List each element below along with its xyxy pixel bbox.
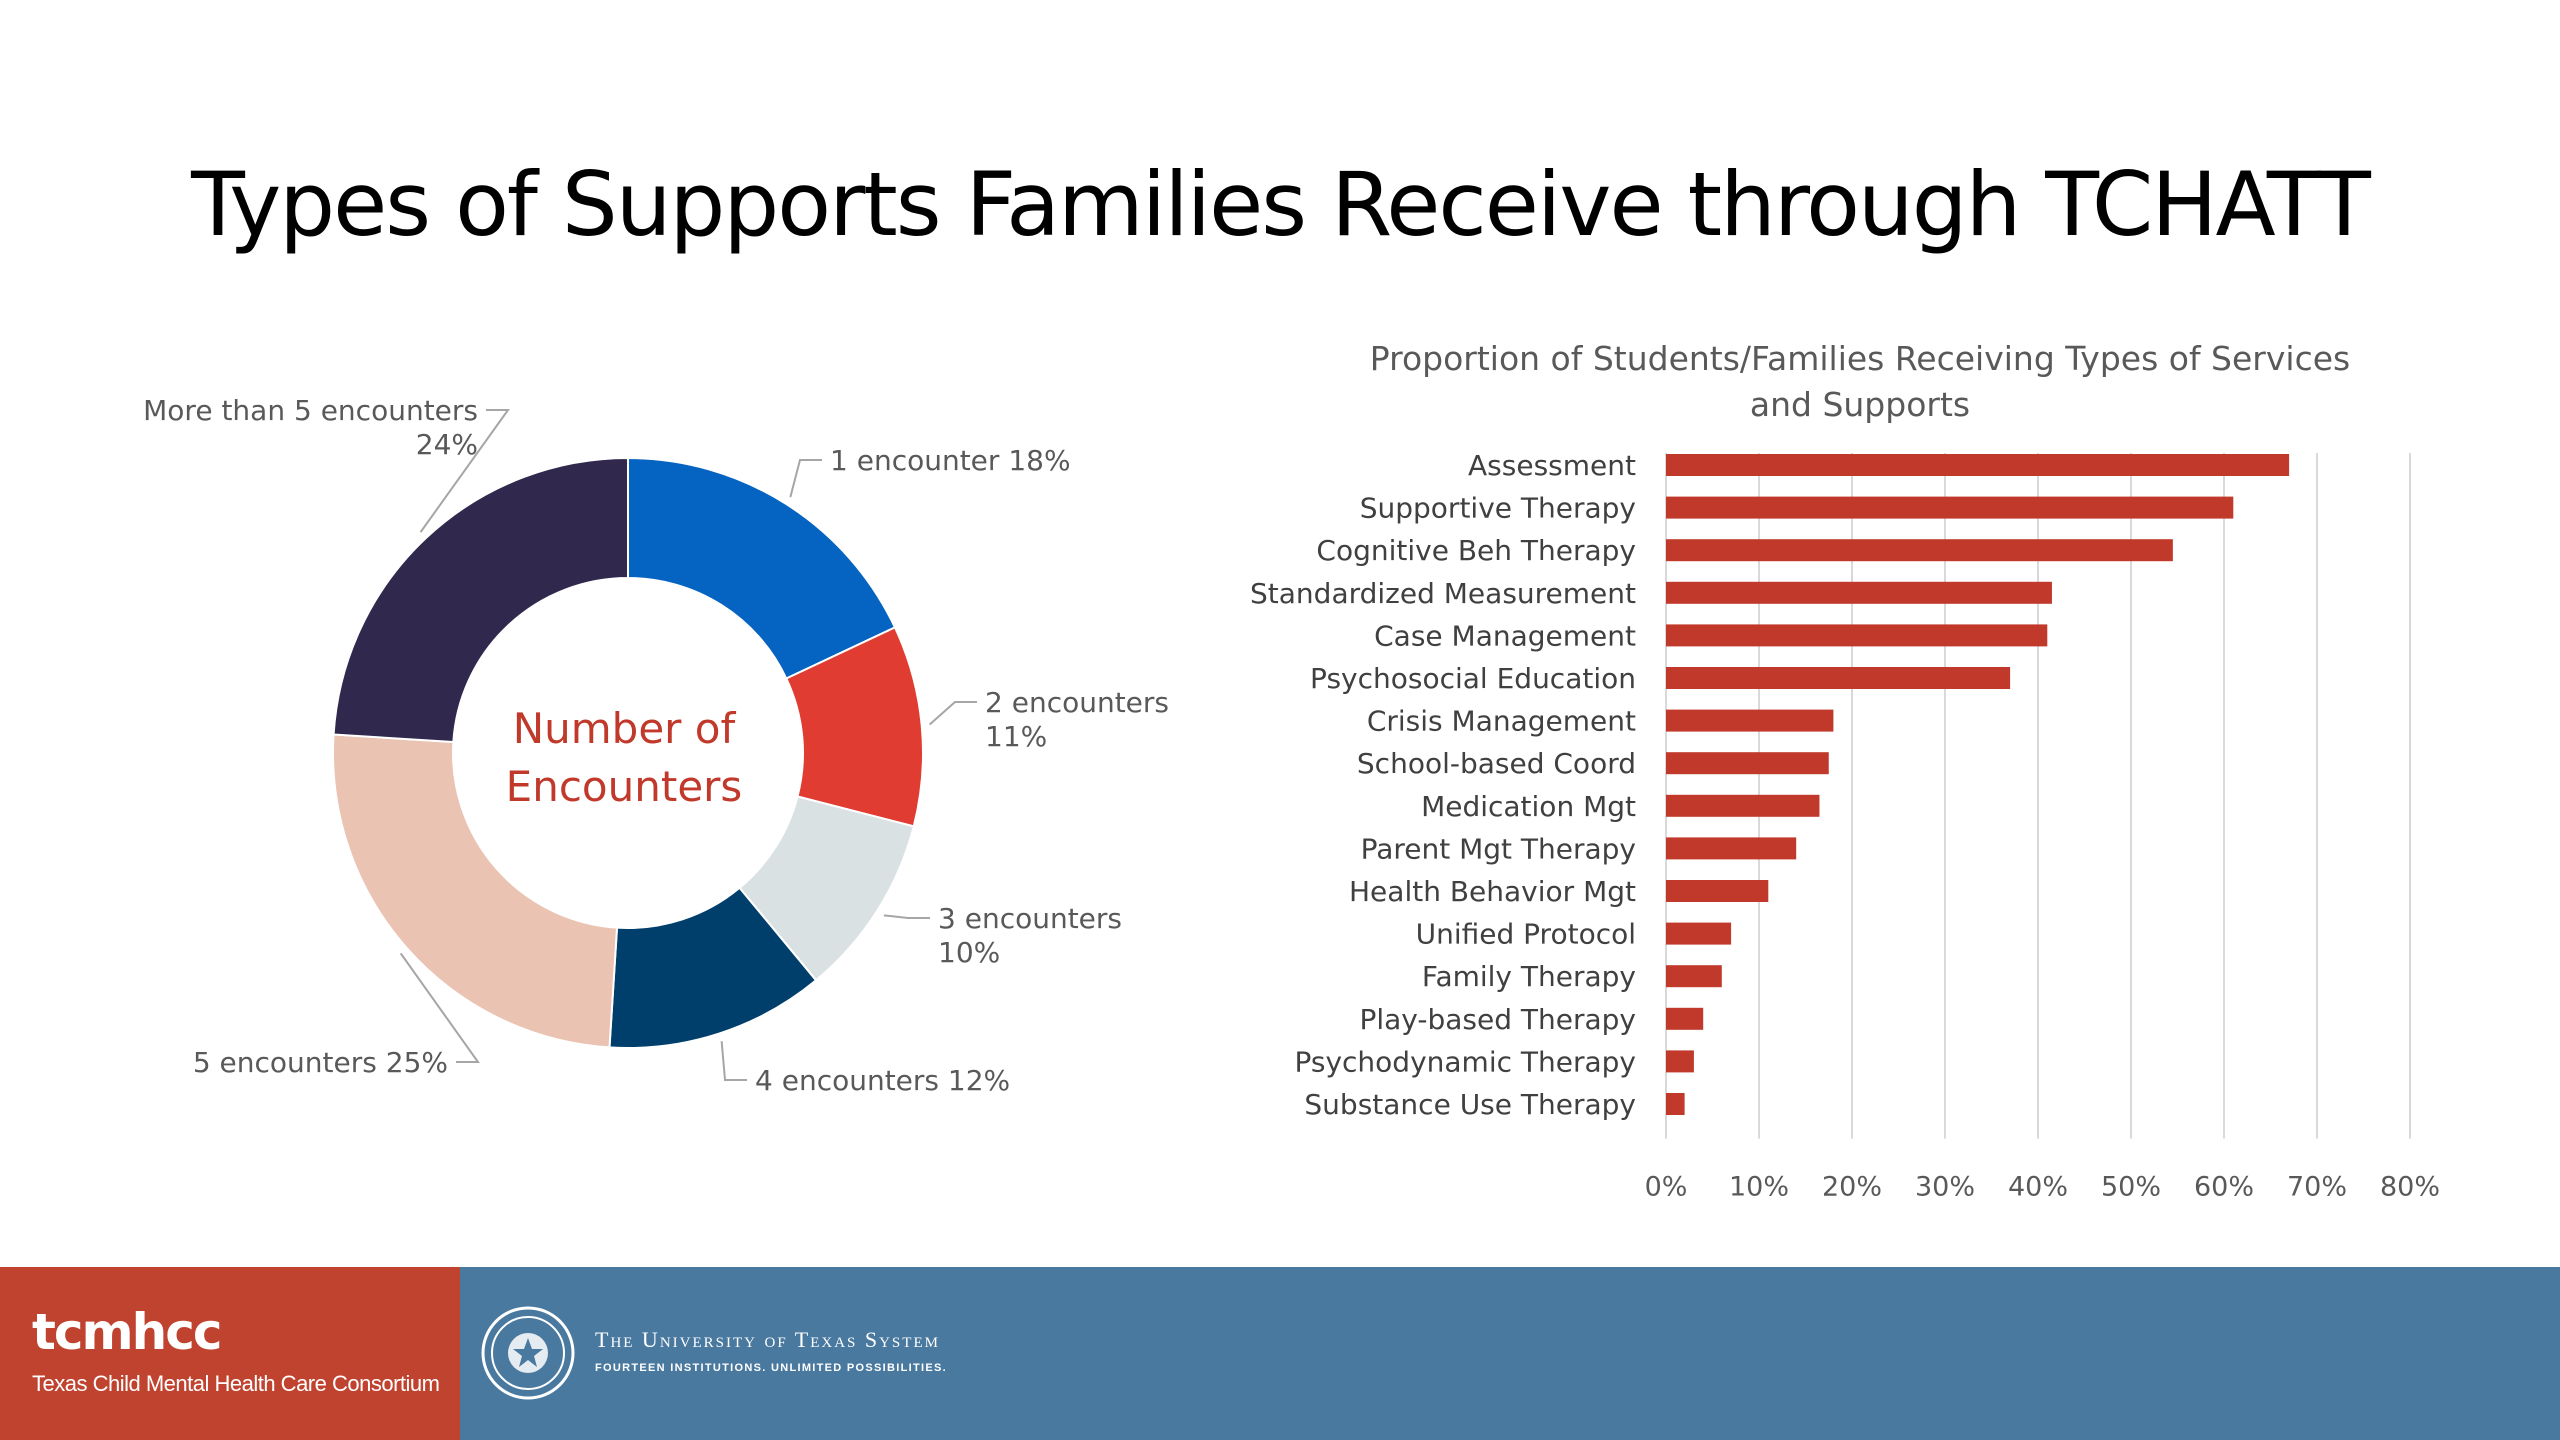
leader-line-6 <box>419 409 510 533</box>
bar-9 <box>1666 794 1820 817</box>
ut-system-tagline: FOURTEEN INSTITUTIONS. UNLIMITED POSSIBI… <box>595 1362 947 1374</box>
ut-system-name: The University of Texas System <box>595 1327 940 1352</box>
x-tick-label: 0% <box>1645 1172 1688 1203</box>
bar-6 <box>1666 667 2011 689</box>
bar-14 <box>1666 1007 1704 1030</box>
x-tick-label: 70% <box>2287 1172 2347 1203</box>
slice-label-2: 2 encounters 11% <box>985 686 1169 753</box>
leader-line-3 <box>883 914 930 919</box>
x-tick-label: 30% <box>1915 1172 1975 1203</box>
leader-line-1 <box>789 459 822 498</box>
bar-3 <box>1666 539 2173 562</box>
bar-10 <box>1666 837 1797 860</box>
slice-label-5: 5 encounters 25% <box>193 1046 448 1079</box>
tcmhcc-subtitle: Texas Child Mental Health Care Consortiu… <box>32 1371 440 1396</box>
slice-label-1: 1 encounter 18% <box>830 444 1071 477</box>
category-label: Psychosocial Education <box>1310 662 1636 695</box>
category-label: Unified Protocol <box>1416 918 1636 951</box>
footer-brand-block: tcmhcc Texas Child Mental Health Care Co… <box>0 1267 460 1440</box>
category-label: School-based Coord <box>1357 747 1636 780</box>
category-label: Assessment <box>1468 449 1636 482</box>
bar-8 <box>1666 752 1829 775</box>
bar-chart-title: Proportion of Students/Families Receivin… <box>1370 339 2350 424</box>
x-tick-label: 40% <box>2008 1172 2068 1203</box>
bar-7 <box>1666 709 1834 732</box>
bar-12 <box>1666 922 1732 945</box>
slice-label-3: 3 encounters 10% <box>938 902 1122 969</box>
leader-line-4 <box>720 1041 747 1081</box>
category-label: Crisis Management <box>1367 705 1636 738</box>
leader-line-5 <box>399 952 480 1063</box>
x-tick-label: 20% <box>1822 1172 1882 1203</box>
category-label: Play-based Therapy <box>1359 1003 1636 1036</box>
bar-4 <box>1666 581 2052 604</box>
donut-center-label: Number of Encounters <box>506 704 743 811</box>
donut-chart: 1 encounter 18% 2 encounters 11% 3 encounte… <box>143 394 1169 1097</box>
category-label: Supportive Therapy <box>1360 492 1636 525</box>
donut-slice-1 <box>627 456 897 680</box>
leader-line-2 <box>928 701 977 726</box>
bar-11 <box>1666 880 1769 902</box>
category-label: Substance Use Therapy <box>1304 1088 1636 1121</box>
category-label: Parent Mgt Therapy <box>1361 832 1636 865</box>
tcmhcc-logo-text: tcmhcc <box>32 1303 223 1361</box>
category-label: Case Management <box>1374 619 1636 652</box>
bar-1 <box>1666 454 2290 476</box>
bar-13 <box>1666 965 1722 988</box>
services-bar-chart: Proportion of Students/Families Receivin… <box>1250 339 2440 1203</box>
ut-seal-icon <box>481 1306 575 1400</box>
bar-15 <box>1666 1050 1694 1073</box>
donut-slice-6 <box>332 456 629 744</box>
x-tick-label: 80% <box>2380 1172 2440 1203</box>
slide-title: Types of Supports Families Receive throu… <box>191 153 2371 256</box>
category-label: Psychodynamic Therapy <box>1294 1045 1636 1078</box>
bar-2 <box>1666 496 2234 519</box>
category-label: Cognitive Beh Therapy <box>1316 534 1636 567</box>
x-tick-label: 50% <box>2101 1172 2161 1203</box>
x-tick-label: 10% <box>1729 1172 1789 1203</box>
category-label: Family Therapy <box>1422 960 1636 993</box>
category-label: Medication Mgt <box>1421 790 1636 823</box>
category-label: Health Behavior Mgt <box>1349 875 1636 908</box>
slice-label-6: More than 5 encounters 24% <box>143 394 478 461</box>
slice-label-4: 4 encounters 12% <box>755 1064 1010 1097</box>
donut-slice-5 <box>332 733 619 1049</box>
category-label: Standardized Measurement <box>1250 577 1636 610</box>
bar-16 <box>1666 1093 1685 1115</box>
x-tick-label: 60% <box>2194 1172 2254 1203</box>
bar-5 <box>1666 624 2048 647</box>
footer-bar: tcmhcc Texas Child Mental Health Care Co… <box>0 1267 2560 1440</box>
